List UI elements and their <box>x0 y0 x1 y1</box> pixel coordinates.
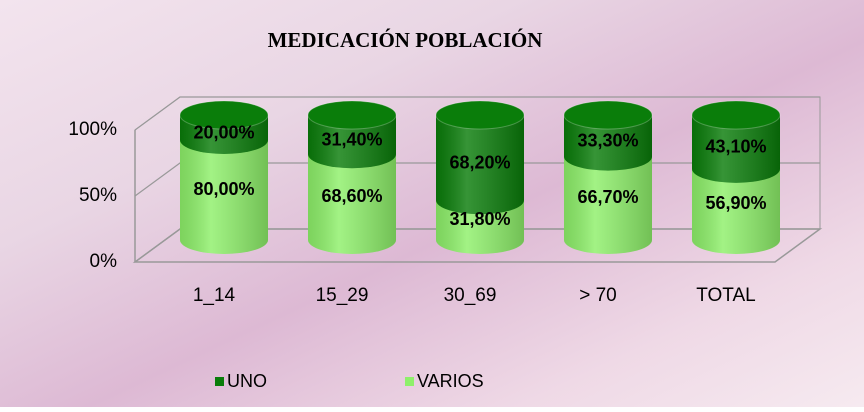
cylinder-shade <box>692 168 780 254</box>
data-label: 31,40% <box>321 129 382 149</box>
labels: 0% 50% 100% 1_14 80,00% 20,00% 15_29 68,60% 31,4… <box>68 119 766 391</box>
x-tick-label: 15_29 <box>316 285 369 306</box>
cylinder-top <box>691 100 781 130</box>
x-tick-label: TOTAL <box>696 285 755 306</box>
grid-line <box>134 96 820 131</box>
cylinder-shade <box>436 115 524 215</box>
data-label: 33,30% <box>577 131 638 151</box>
cylinder-shade <box>308 154 396 254</box>
cylinder-shade <box>564 156 652 254</box>
cylinder-shade <box>564 115 652 171</box>
cylinder-top <box>179 100 269 130</box>
data-label: 66,70% <box>577 187 638 207</box>
chart-title: MEDICACIÓN POBLACIÓN <box>268 28 543 52</box>
data-label: 80,00% <box>193 179 254 199</box>
data-label: 31,80% <box>449 209 510 229</box>
data-label: 56,90% <box>705 193 766 213</box>
x-tick-label: > 70 <box>579 285 617 306</box>
data-label: 43,10% <box>705 137 766 157</box>
legend-swatch <box>215 377 224 386</box>
cylinder-shade <box>436 200 524 254</box>
data-label: 20,00% <box>193 122 254 142</box>
cylinder-top <box>563 100 653 130</box>
cylinder-shade <box>692 115 780 183</box>
legend-label: UNO <box>227 371 267 391</box>
legend-swatch <box>405 377 414 386</box>
cylinder-shade <box>180 140 268 254</box>
cylinder-top <box>435 100 525 130</box>
cylinder-shade <box>308 115 396 169</box>
y-tick-label: 0% <box>90 251 118 272</box>
x-tick-label: 1_14 <box>193 285 236 306</box>
legend-label: VARIOS <box>417 371 484 391</box>
data-label: 68,60% <box>321 186 382 206</box>
x-tick-label: 30_69 <box>444 285 497 306</box>
bars <box>179 100 781 254</box>
y-tick-label: 50% <box>79 185 117 206</box>
cylinder-top <box>307 100 397 130</box>
y-tick-label: 100% <box>68 119 117 140</box>
data-label: 68,20% <box>449 152 510 172</box>
